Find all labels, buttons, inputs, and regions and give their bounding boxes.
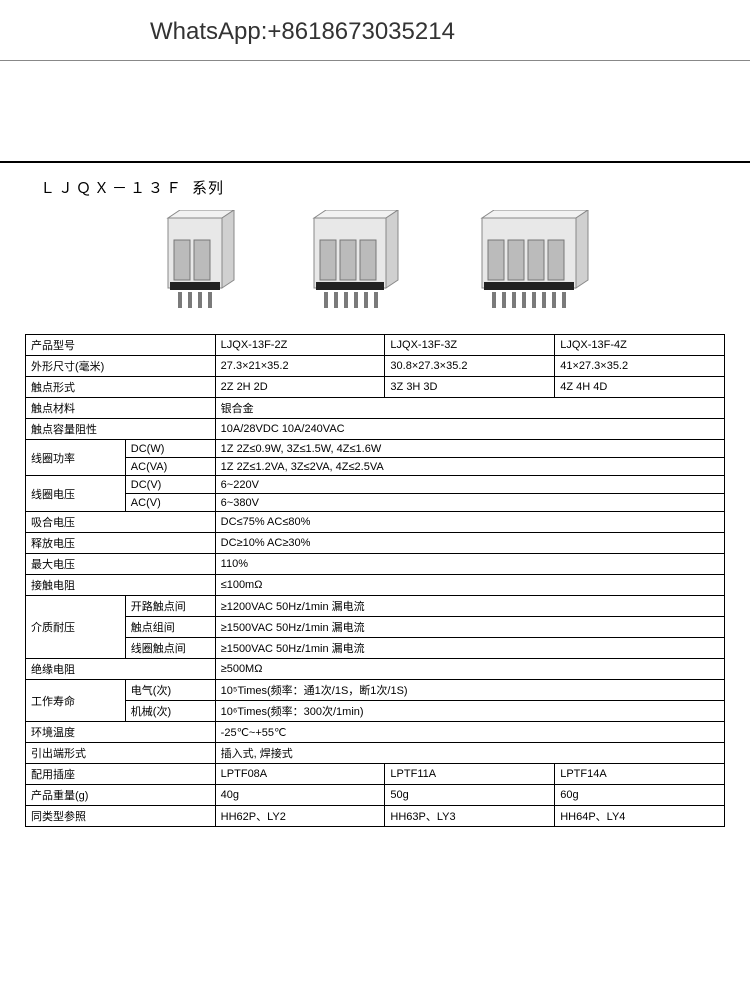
- label-socket: 配用插座: [26, 764, 216, 785]
- table-row: 线圈触点间 ≥1500VAC 50Hz/1min 漏电流: [26, 638, 725, 659]
- spacer: [0, 61, 750, 161]
- label-pickup: 吸合电压: [26, 512, 216, 533]
- cell: LJQX-13F-4Z: [555, 335, 725, 356]
- table-row: 线圈电压 DC(V) 6~220V: [26, 476, 725, 494]
- table-row: 环境温度 -25℃~+55℃: [26, 722, 725, 743]
- cell: 10⁵Times(频率：通1次/1S，断1次/1S): [215, 680, 724, 701]
- series-title: ＬＪＱＸ－１３Ｆ 系列: [0, 163, 750, 210]
- cell: 1Z 2Z≤0.9W, 3Z≤1.5W, 4Z≤1.6W: [215, 440, 724, 458]
- label-life: 工作寿命: [26, 680, 126, 722]
- table-row: 介质耐压 开路触点间 ≥1200VAC 50Hz/1min 漏电流: [26, 596, 725, 617]
- cell: DC≤75% AC≤80%: [215, 512, 724, 533]
- label-life-mech: 机械(次): [125, 701, 215, 722]
- table-row: 机械(次) 10⁶Times(频率：300次/1min): [26, 701, 725, 722]
- cell: 10⁶Times(频率：300次/1min): [215, 701, 724, 722]
- spec-table: 产品型号 LJQX-13F-2Z LJQX-13F-3Z LJQX-13F-4Z…: [25, 334, 725, 827]
- table-row: 外形尺寸(毫米) 27.3×21×35.2 30.8×27.3×35.2 41×…: [26, 356, 725, 377]
- cell: 4Z 4H 4D: [555, 377, 725, 398]
- label-dcv: DC(V): [125, 476, 215, 494]
- label-dims: 外形尺寸(毫米): [26, 356, 216, 377]
- cell: LPTF08A: [215, 764, 385, 785]
- label-open-contact: 开路触点间: [125, 596, 215, 617]
- table-row: 触点材料 银合金: [26, 398, 725, 419]
- whatsapp-text: WhatsApp:+8618673035214: [150, 18, 455, 45]
- label-acva: AC(VA): [125, 458, 215, 476]
- cell: 40g: [215, 785, 385, 806]
- label-contact-cap: 触点容量阻性: [26, 419, 216, 440]
- cell: 110%: [215, 554, 724, 575]
- label-weight: 产品重量(g): [26, 785, 216, 806]
- cell: 30.8×27.3×35.2: [385, 356, 555, 377]
- cell: 6~380V: [215, 494, 724, 512]
- cell: 27.3×21×35.2: [215, 356, 385, 377]
- label-dcw: DC(W): [125, 440, 215, 458]
- table-row: 触点组间 ≥1500VAC 50Hz/1min 漏电流: [26, 617, 725, 638]
- cell: 60g: [555, 785, 725, 806]
- label-coil-contact: 线圈触点间: [125, 638, 215, 659]
- table-row: 工作寿命 电气(次) 10⁵Times(频率：通1次/1S，断1次/1S): [26, 680, 725, 701]
- label-contact-mat: 触点材料: [26, 398, 216, 419]
- table-row: 绝缘电阻 ≥500MΩ: [26, 659, 725, 680]
- label-coil-power: 线圈功率: [26, 440, 126, 476]
- cell: HH63P、LY3: [385, 806, 555, 827]
- label-contact-r: 接触电阻: [26, 575, 216, 596]
- table-row: 引出端形式 插入式, 焊接式: [26, 743, 725, 764]
- label-acv: AC(V): [125, 494, 215, 512]
- cell: 10A/28VDC 10A/240VAC: [215, 419, 724, 440]
- cell: ≥1500VAC 50Hz/1min 漏电流: [215, 617, 724, 638]
- label-model: 产品型号: [26, 335, 216, 356]
- label-dielectric: 介质耐压: [26, 596, 126, 659]
- label-insulation: 绝缘电阻: [26, 659, 216, 680]
- cell: 银合金: [215, 398, 724, 419]
- cell: -25℃~+55℃: [215, 722, 724, 743]
- cell: DC≥10% AC≥30%: [215, 533, 724, 554]
- relay-image-2z: [150, 210, 240, 320]
- cell: LPTF11A: [385, 764, 555, 785]
- label-env-temp: 环境温度: [26, 722, 216, 743]
- whatsapp-header: WhatsApp:+8618673035214: [0, 0, 750, 56]
- cell: LPTF14A: [555, 764, 725, 785]
- table-row: 产品重量(g) 40g 50g 60g: [26, 785, 725, 806]
- table-row: 配用插座 LPTF08A LPTF11A LPTF14A: [26, 764, 725, 785]
- relay-image-4z: [470, 210, 600, 320]
- table-row: 释放电压 DC≥10% AC≥30%: [26, 533, 725, 554]
- table-row: 接触电阻 ≤100mΩ: [26, 575, 725, 596]
- relay-image-3z: [300, 210, 410, 320]
- cell: 41×27.3×35.2: [555, 356, 725, 377]
- label-terminal: 引出端形式: [26, 743, 216, 764]
- cell: 2Z 2H 2D: [215, 377, 385, 398]
- label-life-elec: 电气(次): [125, 680, 215, 701]
- table-row: AC(V) 6~380V: [26, 494, 725, 512]
- cell: 6~220V: [215, 476, 724, 494]
- cell: LJQX-13F-2Z: [215, 335, 385, 356]
- relay-images-row: [0, 210, 750, 334]
- label-maxv: 最大电压: [26, 554, 216, 575]
- cell: LJQX-13F-3Z: [385, 335, 555, 356]
- cell: ≥500MΩ: [215, 659, 724, 680]
- series-suffix: 系列: [192, 180, 224, 197]
- table-row: 最大电压 110%: [26, 554, 725, 575]
- cell: ≤100mΩ: [215, 575, 724, 596]
- label-contact-form: 触点形式: [26, 377, 216, 398]
- series-name: ＬＪＱＸ－１３Ｆ: [40, 180, 184, 197]
- table-row: 吸合电压 DC≤75% AC≤80%: [26, 512, 725, 533]
- label-similar: 同类型参照: [26, 806, 216, 827]
- cell: 3Z 3H 3D: [385, 377, 555, 398]
- cell: 50g: [385, 785, 555, 806]
- cell: HH64P、LY4: [555, 806, 725, 827]
- label-coil-voltage: 线圈电压: [26, 476, 126, 512]
- table-row: 产品型号 LJQX-13F-2Z LJQX-13F-3Z LJQX-13F-4Z: [26, 335, 725, 356]
- cell: ≥1500VAC 50Hz/1min 漏电流: [215, 638, 724, 659]
- label-contact-group: 触点组间: [125, 617, 215, 638]
- label-release: 释放电压: [26, 533, 216, 554]
- table-row: 线圈功率 DC(W) 1Z 2Z≤0.9W, 3Z≤1.5W, 4Z≤1.6W: [26, 440, 725, 458]
- cell: ≥1200VAC 50Hz/1min 漏电流: [215, 596, 724, 617]
- cell: HH62P、LY2: [215, 806, 385, 827]
- table-row: 触点形式 2Z 2H 2D 3Z 3H 3D 4Z 4H 4D: [26, 377, 725, 398]
- table-row: AC(VA) 1Z 2Z≤1.2VA, 3Z≤2VA, 4Z≤2.5VA: [26, 458, 725, 476]
- table-row: 同类型参照 HH62P、LY2 HH63P、LY3 HH64P、LY4: [26, 806, 725, 827]
- cell: 插入式, 焊接式: [215, 743, 724, 764]
- table-row: 触点容量阻性 10A/28VDC 10A/240VAC: [26, 419, 725, 440]
- cell: 1Z 2Z≤1.2VA, 3Z≤2VA, 4Z≤2.5VA: [215, 458, 724, 476]
